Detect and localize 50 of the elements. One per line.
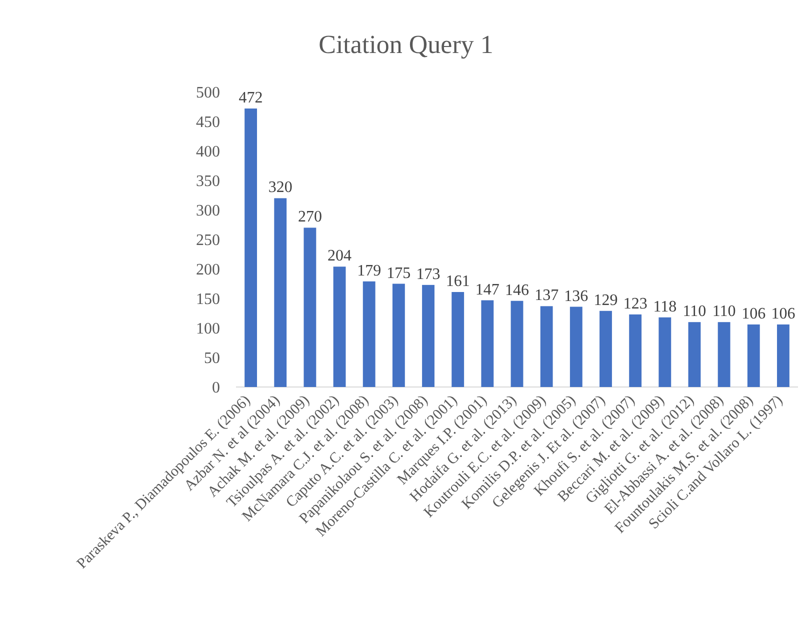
data-label: 146 [505, 282, 529, 299]
bar [510, 300, 524, 387]
bar [304, 228, 316, 387]
data-label: 161 [446, 273, 470, 290]
data-label: 320 [268, 179, 292, 196]
bar [244, 108, 257, 387]
bar [570, 306, 582, 387]
bar [600, 310, 612, 387]
chart-title: Citation Query 1 [318, 30, 494, 59]
y-tick-label: 500 [196, 84, 220, 102]
y-tick-label: 50 [204, 350, 220, 368]
data-label: 110 [682, 303, 706, 320]
bar [274, 198, 287, 387]
y-tick-label: 350 [196, 173, 220, 190]
y-tick-label: 150 [196, 291, 220, 308]
data-label: 136 [564, 288, 588, 305]
data-label: 110 [712, 303, 736, 320]
data-label: 173 [416, 266, 440, 283]
bar [747, 324, 760, 387]
bar [452, 292, 464, 387]
data-label: 270 [298, 208, 322, 226]
data-label: 106 [771, 305, 796, 322]
data-label: 204 [328, 248, 352, 265]
data-label: 147 [475, 281, 500, 298]
bar [688, 322, 701, 387]
bar [392, 284, 405, 387]
bar [658, 317, 672, 387]
y-tick-label: 200 [196, 262, 220, 279]
bar [362, 281, 376, 387]
data-label: 179 [357, 262, 382, 280]
y-tick-label: 100 [196, 320, 220, 338]
y-tick-label: 450 [196, 114, 220, 132]
y-tick-label: 300 [196, 202, 220, 220]
bar [777, 324, 790, 387]
bar [718, 322, 730, 387]
data-label: 137 [534, 287, 559, 304]
data-label: 123 [623, 295, 648, 312]
data-label: 129 [594, 292, 618, 309]
data-label: 106 [742, 305, 766, 322]
data-label: 175 [386, 264, 411, 282]
y-tick-label: 400 [196, 144, 220, 161]
y-tick-label: 0 [212, 380, 220, 397]
bar [422, 284, 434, 387]
bar [629, 314, 642, 387]
bar [333, 266, 346, 387]
y-tick-label: 250 [196, 232, 220, 250]
bar [481, 300, 494, 387]
bar [540, 306, 553, 387]
data-label: 472 [238, 90, 263, 107]
data-label: 118 [653, 298, 677, 316]
